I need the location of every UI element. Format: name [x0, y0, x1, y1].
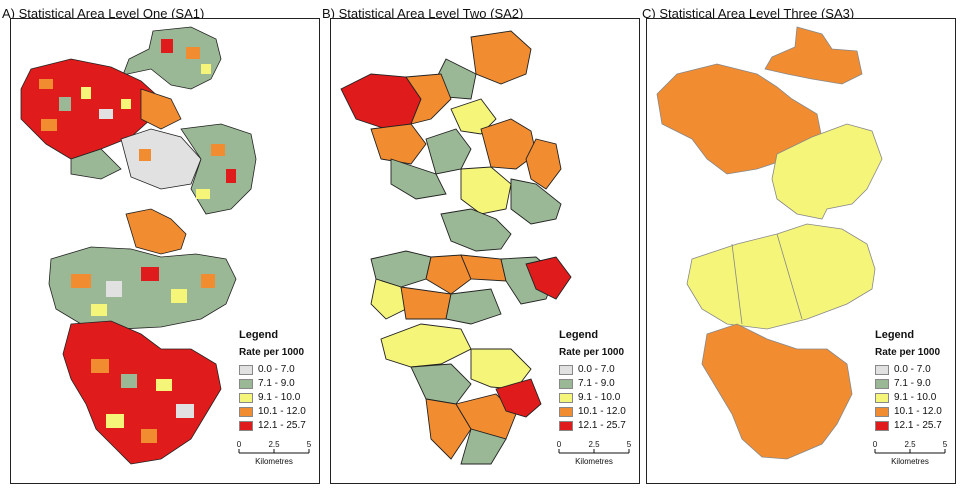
svg-text:2.5: 2.5 — [588, 440, 600, 449]
svg-text:5: 5 — [627, 440, 632, 449]
legend-item: 7.1 - 9.0 — [875, 377, 947, 390]
legend-swatch — [239, 392, 253, 403]
legend-item: 0.0 - 7.0 — [239, 363, 311, 376]
legend-swatch — [239, 378, 253, 389]
svg-text:Kilometres: Kilometres — [255, 457, 293, 466]
legend-swatch — [239, 420, 253, 431]
legend-item: 0.0 - 7.0 — [559, 363, 631, 376]
map-frame-sa2[interactable]: Legend Rate per 1000 0.0 - 7.0 7.1 - 9.0… — [330, 18, 640, 484]
legend-swatch — [559, 378, 573, 389]
region-sa3 — [656, 26, 883, 460]
scale-bar-sa2: 0 2.5 5 Kilometres — [557, 440, 632, 466]
map-frame-sa1[interactable]: Legend Rate per 1000 0.0 - 7.0 7.1 - 9.0… — [10, 18, 320, 484]
legend-item: 9.1 - 10.0 — [559, 391, 631, 404]
svg-text:2.5: 2.5 — [904, 440, 916, 449]
legend-item: 12.1 - 25.7 — [239, 419, 311, 432]
legend-title: Legend — [559, 329, 599, 341]
panel-title-sa1: A) Statistical Area Level One (SA1) — [2, 6, 205, 21]
legend-swatch — [559, 406, 573, 417]
legend-item: 12.1 - 25.7 — [559, 419, 631, 432]
map-sa3[interactable] — [647, 19, 955, 483]
region-middle-a — [48, 208, 237, 330]
region-south-b — [380, 323, 542, 465]
region-north-b — [340, 30, 562, 225]
legend-sa3: Legend Rate per 1000 0.0 - 7.0 7.1 - 9.0… — [875, 329, 947, 433]
map-sa2[interactable] — [331, 19, 639, 483]
svg-text:Kilometres: Kilometres — [891, 457, 929, 466]
legend-swatch — [875, 364, 889, 375]
legend-swatch — [875, 392, 889, 403]
svg-text:5: 5 — [943, 440, 948, 449]
legend-title: Legend — [239, 329, 279, 341]
legend-item: 10.1 - 12.0 — [875, 405, 947, 418]
legend-swatch — [559, 392, 573, 403]
svg-text:0: 0 — [557, 440, 562, 449]
region-middle-b — [370, 208, 572, 325]
region-north-a — [20, 26, 257, 215]
svg-text:Kilometres: Kilometres — [575, 457, 613, 466]
legend-item: 12.1 - 25.7 — [875, 419, 947, 432]
legend-subtitle: Rate per 1000 — [559, 347, 625, 358]
legend-swatch — [875, 406, 889, 417]
legend-swatch — [875, 420, 889, 431]
svg-text:2.5: 2.5 — [268, 440, 280, 449]
panel-title-sa2: B) Statistical Area Level Two (SA2) — [322, 6, 524, 21]
legend-item: 0.0 - 7.0 — [875, 363, 947, 376]
legend-title: Legend — [875, 329, 915, 341]
legend-item: 10.1 - 12.0 — [559, 405, 631, 418]
legend-item: 9.1 - 10.0 — [875, 391, 947, 404]
legend-swatch — [559, 364, 573, 375]
legend-item: 7.1 - 9.0 — [559, 377, 631, 390]
svg-text:0: 0 — [237, 440, 242, 449]
scale-bar-sa1: 0 2.5 5 Kilometres — [237, 440, 312, 466]
legend-item: 7.1 - 9.0 — [239, 377, 311, 390]
svg-text:0: 0 — [873, 440, 878, 449]
legend-sa2: Legend Rate per 1000 0.0 - 7.0 7.1 - 9.0… — [559, 329, 631, 433]
sa1-detail-patches — [39, 39, 236, 199]
legend-swatch — [875, 378, 889, 389]
map-sa1[interactable] — [11, 19, 319, 483]
legend-swatch — [239, 364, 253, 375]
legend-subtitle: Rate per 1000 — [239, 347, 305, 358]
map-frame-sa3[interactable]: Legend Rate per 1000 0.0 - 7.0 7.1 - 9.0… — [646, 18, 956, 484]
svg-text:5: 5 — [307, 440, 312, 449]
legend-item: 9.1 - 10.0 — [239, 391, 311, 404]
panel-title-sa3: C) Statistical Area Level Three (SA3) — [642, 6, 855, 21]
legend-swatch — [239, 406, 253, 417]
legend-sa1: Legend Rate per 1000 0.0 - 7.0 7.1 - 9.0… — [239, 329, 311, 433]
scale-bar-sa3: 0 2.5 5 Kilometres — [873, 440, 948, 466]
legend-subtitle: Rate per 1000 — [875, 347, 941, 358]
legend-swatch — [559, 420, 573, 431]
region-south-a — [62, 320, 222, 465]
legend-item: 10.1 - 12.0 — [239, 405, 311, 418]
